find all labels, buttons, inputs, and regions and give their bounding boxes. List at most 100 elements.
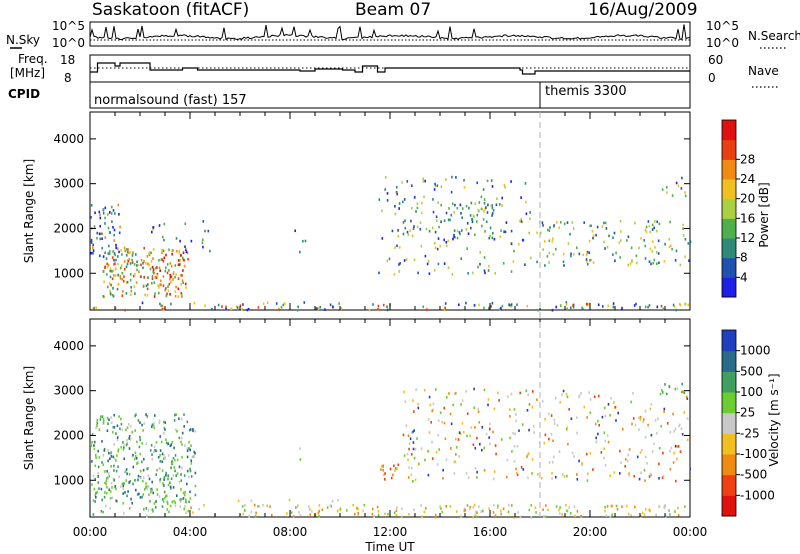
scatter-cell — [96, 418, 99, 422]
scatter-cell — [398, 246, 401, 249]
scatter-cell — [122, 441, 124, 444]
scatter-cell — [578, 252, 581, 256]
scatter-cell — [649, 407, 652, 411]
scatter-cell — [139, 435, 141, 439]
scatter-cell — [329, 504, 332, 507]
scatter-cell — [181, 466, 183, 470]
scatter-cell — [640, 471, 642, 475]
scatter-cell — [163, 478, 165, 481]
scatter-cell — [613, 231, 616, 235]
scatter-cell — [548, 261, 550, 264]
scatter-cell — [431, 457, 434, 460]
scatter-cell — [96, 421, 99, 425]
scatter-cell — [619, 472, 621, 475]
scatter-cell — [386, 305, 388, 308]
scatter-cell — [528, 508, 531, 512]
scatter-cell — [113, 469, 115, 472]
scatter-cell — [356, 506, 358, 510]
scatter-cell — [98, 456, 101, 459]
scatter-cell — [445, 244, 448, 248]
scatter-cell — [142, 429, 144, 432]
scatter-cell — [125, 479, 127, 482]
scatter-cell — [407, 233, 410, 236]
scatter-cell — [178, 417, 180, 420]
scatter-cell — [644, 410, 647, 413]
scatter-cell — [172, 249, 174, 252]
scatter-cell — [578, 459, 580, 463]
scatter-cell — [431, 409, 433, 413]
scatter-cell — [437, 262, 440, 266]
scatter-cell — [414, 448, 417, 451]
scatter-cell — [409, 229, 411, 233]
scatter-cell — [573, 505, 576, 508]
scatter-cell — [106, 266, 109, 269]
scatter-cell — [114, 262, 116, 265]
scatter-cell — [445, 241, 448, 244]
scatter-cell — [125, 281, 128, 284]
scatter-cell — [565, 392, 568, 396]
scatter-cell — [648, 475, 651, 478]
scatter-cell — [107, 263, 110, 267]
scatter-cell — [548, 229, 551, 232]
scatter-cell — [681, 433, 684, 436]
colorbar-segment — [722, 474, 736, 496]
scatter-cell — [447, 218, 450, 222]
scatter-cell — [151, 425, 153, 428]
scatter-cell — [653, 442, 655, 446]
scatter-cell — [102, 255, 105, 258]
scatter-cell — [559, 304, 562, 307]
scatter-cell — [128, 507, 131, 510]
scatter-cell — [107, 459, 109, 463]
scatter-cell — [126, 439, 128, 442]
scatter-cell — [171, 462, 174, 465]
scatter-cell — [180, 436, 183, 440]
scatter-cell — [168, 510, 170, 514]
scatter-cell — [469, 434, 471, 438]
scatter-cell — [111, 486, 113, 489]
scatter-cell — [542, 224, 544, 227]
scatter-cell — [309, 513, 311, 516]
scatter-cell — [138, 492, 140, 496]
scatter-cell — [435, 215, 438, 219]
scatter-cell — [520, 466, 523, 469]
scatter-cell — [152, 257, 154, 260]
scatter-cell — [546, 255, 549, 258]
scatter-cell — [417, 402, 419, 406]
scatter-cell — [541, 476, 543, 480]
scatter-cell — [450, 447, 452, 450]
scatter-cell — [100, 487, 103, 491]
scatter-cell — [407, 476, 410, 479]
scatter-cell — [92, 474, 95, 478]
y-tick-label: 4000 — [53, 339, 84, 353]
scatter-cell — [137, 419, 140, 422]
scatter-cell — [440, 203, 442, 207]
scatter-cell — [648, 260, 651, 263]
scatter-cell — [603, 431, 606, 434]
scatter-cell — [655, 513, 657, 517]
scatter-cell — [403, 390, 405, 394]
scatter-cell — [181, 279, 184, 282]
scatter-cell — [525, 389, 527, 393]
scatter-cell — [463, 509, 466, 513]
scatter-cell — [562, 389, 565, 393]
colorbar-segment — [722, 277, 736, 298]
scatter-cell — [113, 239, 116, 242]
scatter-cell — [130, 289, 133, 293]
scatter-cell — [183, 474, 186, 477]
scatter-cell — [146, 487, 148, 490]
scatter-cell — [172, 271, 175, 274]
scatter-cell — [174, 454, 177, 457]
scatter-cell — [107, 422, 109, 425]
scatter-cell — [123, 470, 126, 474]
scatter-cell — [147, 283, 149, 286]
scatter-cell — [125, 265, 128, 269]
scatter-cell — [489, 442, 491, 445]
scatter-cell — [646, 462, 648, 465]
scatter-cell — [162, 259, 165, 263]
scatter-cell — [649, 472, 652, 476]
scatter-cell — [117, 262, 119, 266]
scatter-cell — [570, 306, 572, 310]
scatter-cell — [104, 481, 106, 485]
scatter-cell — [152, 510, 154, 513]
scatter-cell — [435, 388, 437, 391]
